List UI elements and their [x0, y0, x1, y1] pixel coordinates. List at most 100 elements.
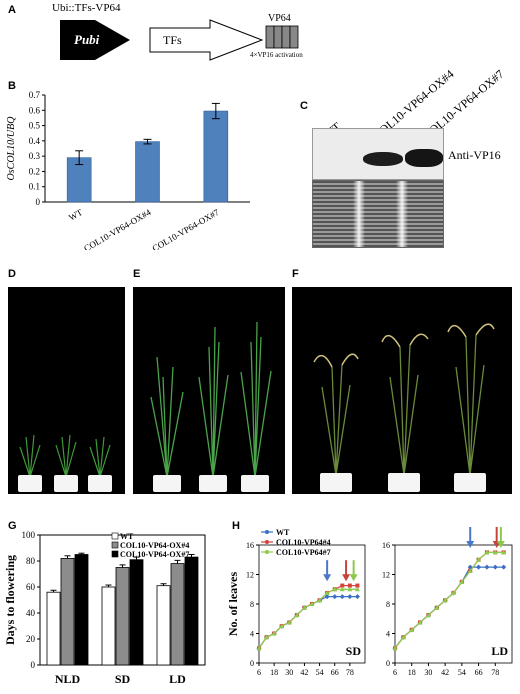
y-tick-label: 0.4 [29, 136, 41, 146]
y-tick-label: 16 [382, 541, 390, 550]
series-marker [484, 564, 490, 570]
series-marker [354, 594, 360, 600]
series-marker [324, 590, 330, 595]
y-tick-label: 60 [26, 582, 36, 592]
y-axis-label: No. of leaves [226, 572, 240, 637]
series-marker [347, 594, 353, 600]
plant-photo-d [8, 287, 125, 494]
y-tick-label: 0.2 [29, 166, 40, 176]
x-tick-label: 6 [257, 668, 261, 677]
flowering-time-chart: 0 20 40 60 80 100 NLD SD LD WTCOL10-VP64-OX#4COL1… [3, 530, 206, 686]
vp16-box-4 [289, 25, 299, 49]
x-tick-label: 30 [424, 668, 432, 677]
series-marker [476, 564, 482, 570]
series-marker [400, 634, 406, 640]
x-tick-label: 6 [393, 668, 397, 677]
legend-swatch [111, 541, 119, 549]
series-marker [467, 564, 473, 570]
series-marker [442, 597, 448, 603]
y-tick-label: 0.3 [29, 151, 41, 161]
plant-photo-e [133, 287, 285, 494]
western-blot [312, 128, 444, 180]
series-marker [347, 586, 353, 592]
x-tick-label: WT [67, 207, 85, 223]
legend-label: COL10-VP64#7 [276, 548, 331, 557]
bar [60, 558, 75, 666]
panel-d-label: D [8, 268, 16, 280]
bar [156, 585, 171, 666]
panel-c-label: C [300, 100, 308, 112]
series-marker [501, 549, 507, 555]
y-axis-label: Days to flowering [3, 555, 17, 645]
series-marker [339, 586, 345, 592]
series-marker [417, 619, 423, 625]
y-tick-label: 0.7 [29, 90, 41, 100]
x-tick-label: 30 [285, 668, 293, 677]
condition-label: LD [491, 644, 508, 658]
panel-f-label: F [292, 268, 299, 280]
y-axis-label: OsCOL10/UBQ [6, 116, 17, 181]
arrow-head [342, 574, 351, 582]
x-tick-label: 66 [331, 668, 339, 677]
panel-e-label: E [133, 268, 141, 280]
y-tick-label: 0 [31, 660, 36, 670]
panel-b-label: B [8, 80, 16, 92]
series-marker [301, 605, 307, 610]
x-tick-label: LD [169, 672, 186, 686]
y-tick-label: 4 [386, 630, 390, 639]
series-marker [294, 612, 300, 618]
expression-bar-chart: 0 0.1 0.2 0.3 0.4 0.5 0.6 0.7 WTCOL10-VP64-OX#4C… [6, 90, 250, 250]
promoter-arrow [60, 20, 130, 60]
series-marker [355, 583, 360, 588]
panel-h-label: H [232, 520, 240, 532]
series-marker [354, 586, 360, 592]
tf-label: TFs [163, 33, 182, 47]
x-tick-label: 54 [316, 668, 324, 677]
series-marker [451, 590, 456, 595]
bar [101, 586, 116, 666]
band-ox4 [363, 152, 403, 166]
bar [129, 559, 144, 666]
x-tick-label: 78 [346, 668, 354, 677]
x-tick-label: 18 [270, 668, 278, 677]
vp16-box-2 [273, 25, 283, 49]
construct-title: Ubi::TFs-VP64 [52, 2, 121, 14]
series-marker [264, 634, 270, 640]
series-marker [347, 583, 352, 588]
legend-label: COL10-VP64#4 [276, 538, 331, 547]
series-marker [484, 549, 490, 555]
series-marker [392, 645, 398, 651]
plant-photo-f [292, 287, 512, 494]
bar [74, 554, 89, 666]
vp16-box-1 [265, 25, 275, 49]
legend-label: COL10-VP64-OX#4 [120, 541, 189, 550]
panel-g-label: G [8, 520, 17, 532]
series-line [258, 596, 358, 649]
y-tick-label: 0 [36, 197, 41, 207]
x-tick-label: 66 [475, 668, 483, 677]
series-marker [256, 645, 262, 651]
series-marker [459, 579, 465, 584]
y-tick-label: 0.6 [29, 105, 41, 115]
promoter-label: Pubi [74, 32, 100, 47]
y-tick-label: 0.5 [29, 121, 41, 131]
series-marker [332, 586, 338, 592]
series-marker [476, 557, 482, 562]
leaf-number-charts: 0 4 8 12 16 6 18 30 42 54 66 78 SD 0 4 8 12 16 6 18 30 42 54 66… [226, 527, 513, 677]
series-marker [434, 605, 440, 610]
loading-control-gel [312, 180, 444, 248]
y-tick-label: 8 [250, 600, 254, 609]
bar [115, 567, 130, 666]
x-tick-label: 54 [458, 668, 466, 677]
bar [170, 563, 185, 666]
y-tick-label: 80 [26, 556, 36, 566]
series-marker [286, 619, 292, 625]
x-tick-label: NLD [55, 672, 81, 686]
activation-label: 4×VP16 activation [250, 51, 303, 59]
legend-swatch [111, 532, 119, 540]
x-tick-label: 18 [408, 668, 416, 677]
arrow-head [349, 574, 358, 582]
series-line [394, 566, 504, 649]
y-tick-label: 12 [382, 571, 390, 580]
bar [135, 141, 160, 203]
